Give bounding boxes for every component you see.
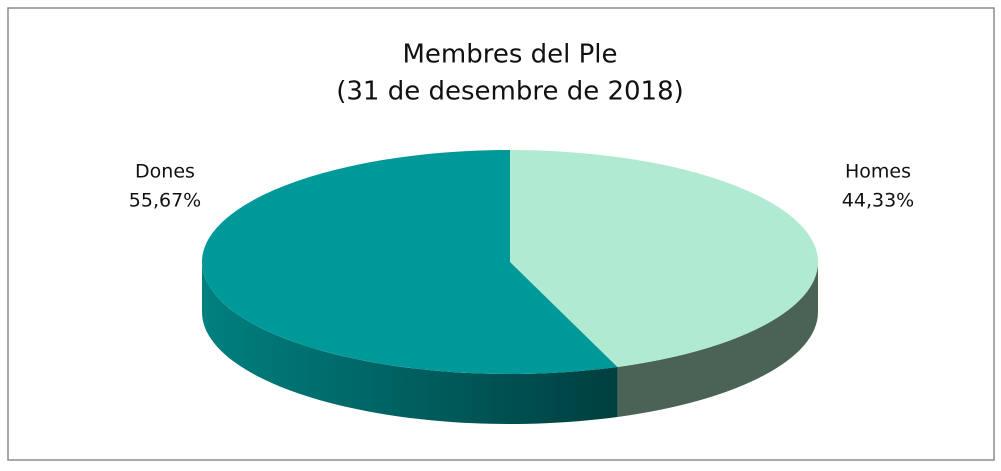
slice-label: Homes — [845, 161, 911, 183]
chart-subtitle: (31 de desembre de 2018) — [336, 77, 684, 107]
slice — [510, 150, 818, 367]
chart-title: Membres del Ple — [402, 40, 617, 70]
slice-label: Dones — [135, 161, 195, 183]
slice — [202, 150, 618, 374]
slice-side — [202, 262, 618, 424]
slice-side — [617, 262, 818, 417]
slice-value-label: 44,33% — [842, 190, 914, 212]
slice-value-label: 55,67% — [129, 190, 201, 212]
